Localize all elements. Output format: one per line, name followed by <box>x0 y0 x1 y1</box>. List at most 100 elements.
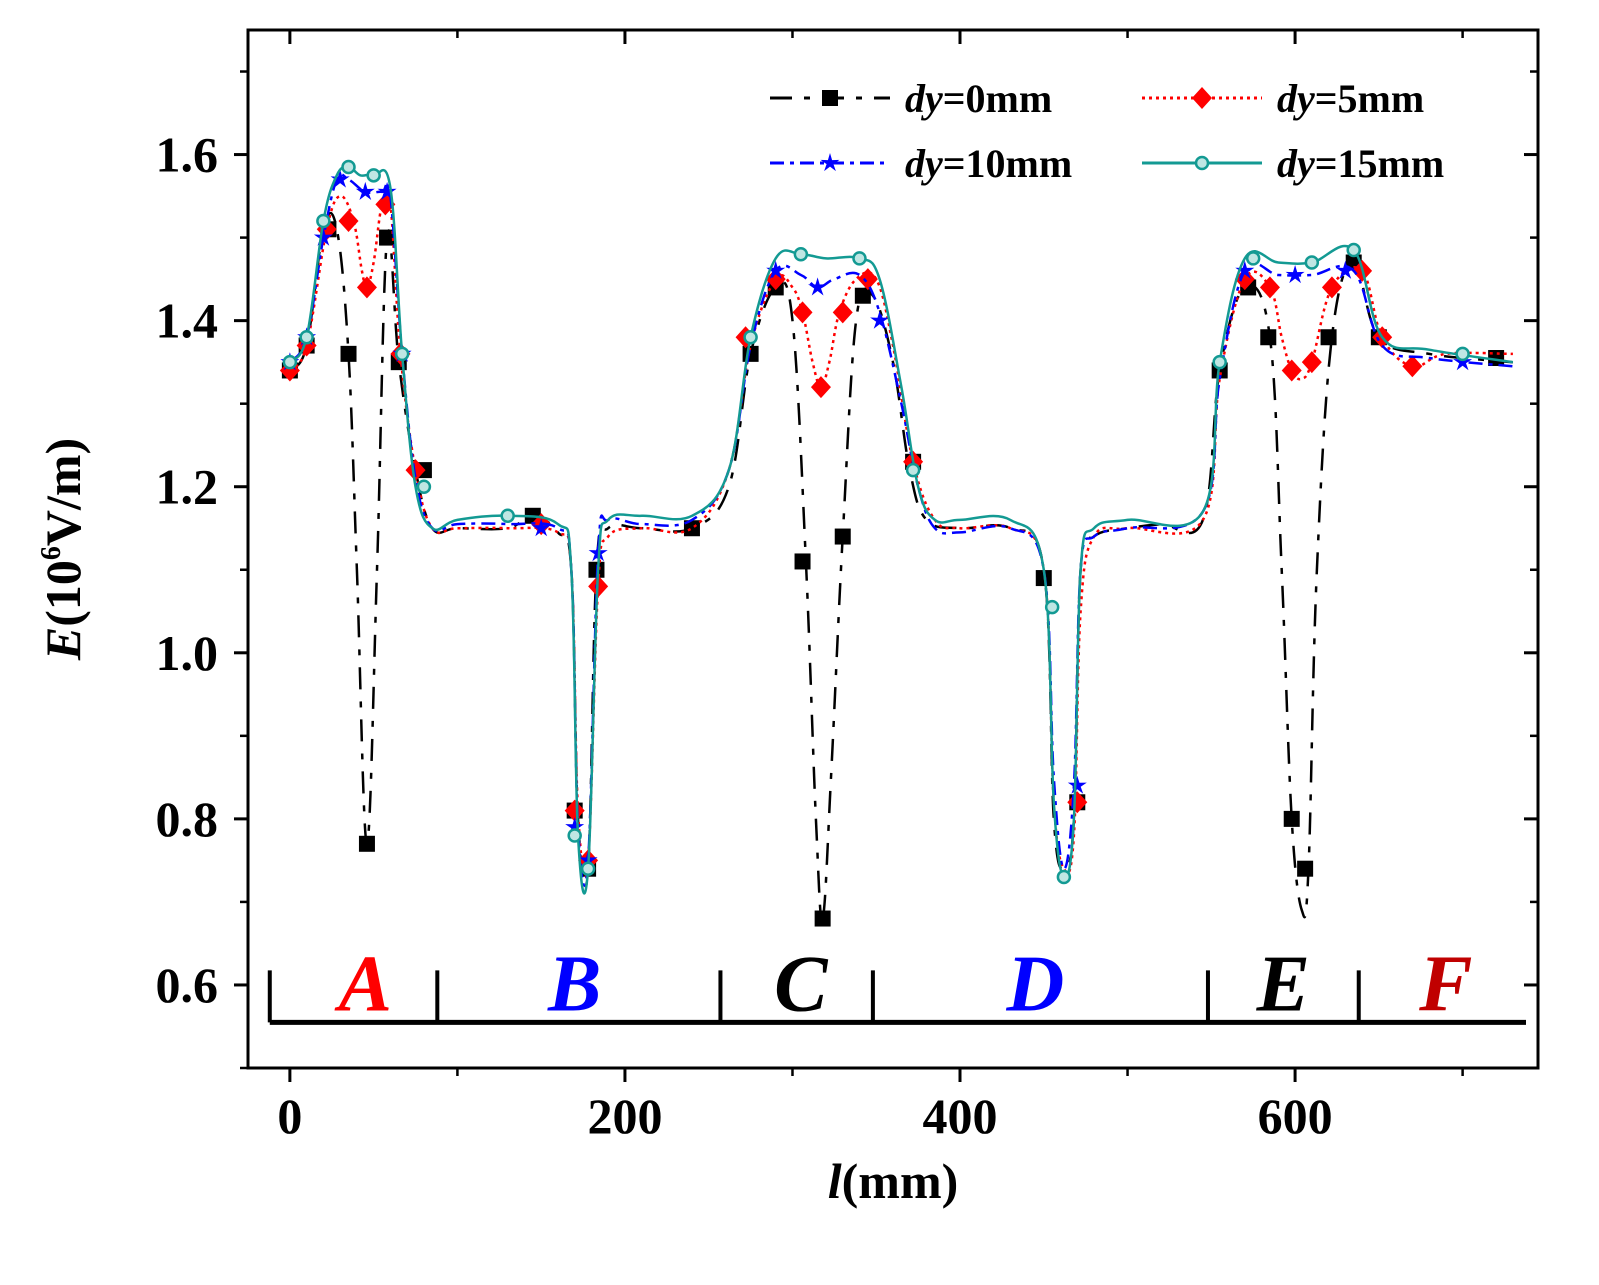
legend-swatch-marker <box>820 153 840 172</box>
data-point <box>1335 260 1355 279</box>
y-tick-label: 1.4 <box>156 293 219 349</box>
data-point <box>316 213 331 229</box>
data-point <box>1281 359 1302 382</box>
data-point <box>1259 276 1280 299</box>
data-point <box>338 209 359 232</box>
data-point <box>905 462 921 478</box>
region-label-b: B <box>547 940 601 1028</box>
legend-label-value: =15mm <box>1315 141 1444 186</box>
data-point <box>394 346 410 362</box>
data-point <box>1346 242 1361 258</box>
data-point <box>564 799 585 822</box>
legend-label-value: =5mm <box>1315 76 1424 121</box>
region-annotations: A B C D E F <box>267 940 1526 1028</box>
plot-frame <box>246 28 1540 1070</box>
region-label-d: D <box>1006 940 1065 1028</box>
legend-entry-3: dy=15mm <box>1142 141 1444 186</box>
data-point <box>794 553 811 570</box>
tick-marks: 0 200 400 600 0.6 0.8 1.0 1.2 1.4 1.6 <box>156 30 1538 1144</box>
series-1 <box>279 188 1513 879</box>
x-axis-variable: l <box>828 1153 842 1209</box>
data-point <box>1402 355 1423 378</box>
legend-label: dy=0mm <box>905 76 1052 121</box>
data-point <box>834 528 851 545</box>
legend-swatch-marker <box>1194 155 1210 171</box>
data-point <box>810 376 831 399</box>
data-point <box>1212 354 1227 370</box>
data-point <box>565 817 585 836</box>
region-label-a: A <box>334 940 392 1028</box>
data-point <box>405 459 426 482</box>
data-point <box>580 861 596 876</box>
data-point <box>1044 599 1060 615</box>
data-point <box>299 329 314 345</box>
data-point <box>832 301 853 324</box>
legend-entry-2: dy=10mm <box>770 141 1072 186</box>
data-point <box>500 508 515 524</box>
data-point <box>1320 329 1337 346</box>
data-point <box>340 345 357 362</box>
data-point <box>854 287 871 304</box>
data-point <box>814 910 831 927</box>
region-label-f: F <box>1418 940 1472 1028</box>
data-point <box>356 276 377 299</box>
data-point <box>1245 251 1261 266</box>
data-point <box>330 169 350 188</box>
data-point <box>416 479 432 494</box>
legend-label-var: dy <box>1277 141 1315 186</box>
y-axis-unit-exponent: 6 <box>36 546 67 560</box>
data-point <box>765 268 786 291</box>
axes <box>246 28 1540 1070</box>
data-point <box>870 310 890 329</box>
series-line-0 <box>288 211 1514 921</box>
region-label-c: C <box>774 940 829 1028</box>
data-point <box>531 518 551 537</box>
data-point <box>1283 810 1300 827</box>
y-axis-unit-open: (10 <box>35 560 91 627</box>
data-point <box>313 227 333 246</box>
data-point <box>792 301 813 324</box>
data-point <box>1285 265 1305 284</box>
y-axis-unit-close: V/m) <box>35 438 91 546</box>
legend-label: dy=10mm <box>905 141 1072 186</box>
data-point <box>743 329 758 345</box>
legend-label: dy=15mm <box>1277 141 1444 186</box>
y-tick-label: 1.2 <box>156 459 219 515</box>
x-axis-title: l(mm) <box>828 1153 959 1209</box>
legend-label-var: dy <box>905 76 943 121</box>
data-point <box>1235 260 1255 279</box>
data-point <box>355 181 375 200</box>
data-point <box>808 277 828 296</box>
y-tick-label: 1.0 <box>156 625 219 681</box>
data-point <box>567 828 582 843</box>
data-point <box>282 354 298 370</box>
legend-label: dy=5mm <box>1277 76 1424 121</box>
series-3 <box>282 159 1514 895</box>
legend-swatch-marker <box>1192 87 1212 109</box>
legend-entry-0: dy=0mm <box>770 76 1052 121</box>
x-tick-label: 600 <box>1258 1088 1333 1144</box>
x-tick-label: 0 <box>277 1088 302 1144</box>
y-tick-label: 0.6 <box>156 957 219 1013</box>
data-point <box>341 159 356 175</box>
y-axis-variable: E <box>35 627 91 661</box>
series-line-3 <box>288 165 1514 895</box>
legend-label-value: =0mm <box>943 76 1052 121</box>
series-lines <box>279 159 1514 927</box>
x-tick-label: 200 <box>587 1088 662 1144</box>
y-tick-label: 0.8 <box>156 791 219 847</box>
data-point <box>366 168 381 183</box>
legend-label-var: dy <box>1277 76 1315 121</box>
y-axis-title: E(106V/m) <box>35 438 91 661</box>
legend-label-var: dy <box>905 141 943 186</box>
data-point <box>1453 352 1473 371</box>
data-point <box>1321 276 1342 299</box>
data-point <box>1234 268 1255 291</box>
legend-entry-1: dy=5mm <box>1142 76 1424 121</box>
data-point <box>1304 255 1320 270</box>
region-label-e: E <box>1256 940 1310 1028</box>
data-point <box>1297 860 1314 877</box>
data-point <box>1056 869 1072 885</box>
